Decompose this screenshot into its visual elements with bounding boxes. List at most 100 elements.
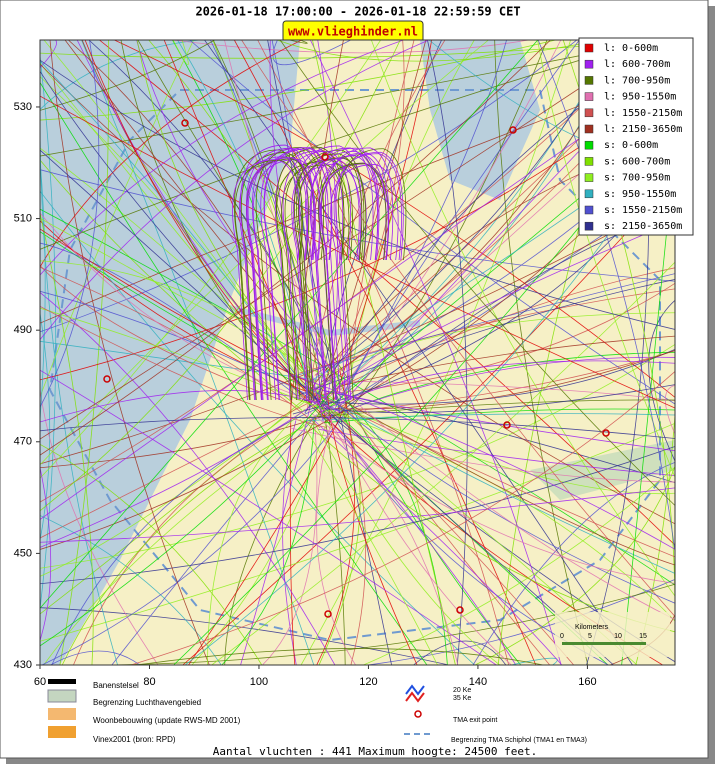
flight-track [332,400,675,604]
flight-track [284,159,353,401]
flight-track [319,360,675,413]
flight-track [40,390,341,423]
flight-track [239,156,308,401]
flight-track [292,163,362,401]
flight-track [240,144,309,401]
flight-track [40,212,94,665]
flight-track [40,40,578,333]
flight-track [240,371,318,665]
legend-box [578,37,694,236]
exit-point [503,421,511,429]
flight-track [40,290,340,412]
flight-track [40,40,651,503]
flight-track [40,40,57,69]
flight-track [334,40,580,408]
legend-label: s: 0-600m [604,140,658,151]
flight-track [136,648,544,665]
flight-track [511,657,558,665]
flight-track [40,60,302,385]
flight-track [99,40,675,546]
legend-label: s: 700-950m [604,173,670,184]
flight-track [41,409,348,665]
y-tick-label: 470 [14,436,32,448]
flight-track [40,344,675,569]
vinex-icon [48,726,76,738]
title: 2026-01-18 17:00:00 - 2026-01-18 22:59:5… [195,5,520,19]
flight-track [337,335,675,388]
flight-track [207,409,306,665]
flight-track [302,399,675,419]
flight-track [331,40,405,376]
flight-track [316,416,356,665]
flight-track [40,265,292,404]
flight-track [427,40,468,665]
flight-track [40,375,346,647]
flight-track [298,158,367,401]
flight-track [40,40,215,111]
flight-track [49,40,210,665]
flight-track [318,409,361,665]
flight-track [307,387,675,574]
flight-track [312,40,456,665]
flight-track [262,427,318,665]
exit-point [181,119,189,127]
flight-track [267,40,392,665]
flight-track [289,383,296,665]
flight-track [233,40,537,665]
map-legend-text: Begrenzing Luchthavengebied [93,698,201,707]
url: www.vlieghinder.nl [288,25,418,39]
flight-track [40,161,46,421]
flight-track [40,95,675,409]
flight-track [40,369,497,665]
flight-track [474,466,675,665]
exit-point [324,610,332,618]
x-tick-label: 80 [143,676,155,688]
flight-track [40,389,159,665]
legend-label: s: 600-700m [604,156,670,167]
flight-track [537,40,675,552]
flight-track [40,305,327,428]
exit-point [602,429,610,437]
exit-icon [414,710,422,718]
flight-track [43,40,332,429]
legend: l: 0-600m l: 600-700m l: 700-950m l: 950-15… [578,37,694,236]
flight-track [40,40,429,340]
flight-track [40,217,344,387]
legend-swatch [584,76,594,85]
flight-track [114,40,675,398]
flight-track [310,150,379,401]
flight-track [68,40,325,413]
flight-track [40,487,675,543]
map-legend-text: Vinex2001 (bron: RPD) [93,735,176,744]
flight-track [40,417,675,439]
flight-track [281,164,350,401]
flight-track [40,40,489,466]
flight-track [40,410,344,550]
flight-track [40,413,328,469]
flight-track [182,179,675,665]
scale-label: 5 [588,633,592,640]
flight-track [299,419,438,665]
flight-track [309,267,675,403]
footer: Aantal vluchten : 441 Maximum hoogte: 24… [213,745,538,758]
flight-track [204,40,633,665]
legend-swatch [584,173,594,182]
flight-track [40,40,302,268]
x-tick-label: 60 [34,676,46,688]
flight-track [40,135,118,665]
flight-track [233,149,303,401]
map-legend: Banenstelsel Begrenzing Luchthavengebied… [47,679,587,744]
flight-track [40,76,324,401]
x-tick-label: 160 [578,676,596,688]
flight-track [301,388,675,495]
x-tick-label: 140 [469,676,487,688]
flight-track [296,379,575,665]
flight-track [338,380,675,402]
flight-track [472,461,675,665]
legend-label: s: 2150-3650m [604,221,682,232]
flight-track [320,152,390,401]
flight-track [264,148,333,401]
flight-track [111,414,318,665]
flight-track [291,158,360,401]
